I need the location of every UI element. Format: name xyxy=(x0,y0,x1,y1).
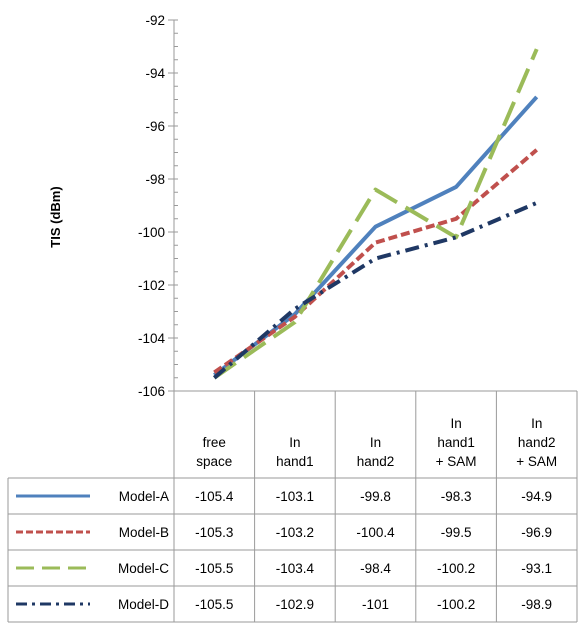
x-category-label: free xyxy=(203,435,226,450)
x-category-label: hand2 xyxy=(357,454,395,469)
y-tick-label: -104 xyxy=(138,331,166,346)
y-tick-label: -98 xyxy=(145,172,165,187)
y-axis: -92 -94 -96 -98 -100 -102 -104 -106 xyxy=(138,13,178,399)
table-cell-value: -96.9 xyxy=(521,525,552,540)
data-table: free space In hand1 In hand2 In hand1 + SAM In han… xyxy=(7,390,578,623)
table-cell-value: -100.4 xyxy=(356,525,395,540)
y-tick-label: -106 xyxy=(138,384,165,399)
y-tick-label: -96 xyxy=(145,119,165,134)
y-tick-label: -92 xyxy=(145,13,165,28)
table-cell-value: -101 xyxy=(362,597,389,612)
table-cell-value: -105.3 xyxy=(195,525,233,540)
x-category-label: hand2 xyxy=(518,435,556,450)
table-cell-value: -102.9 xyxy=(276,597,314,612)
x-category-label: In xyxy=(450,416,461,431)
series-line-model-c xyxy=(213,48,539,380)
table-cell-value: -105.5 xyxy=(195,561,233,576)
x-category-label: In xyxy=(370,435,381,450)
y-tick-label: -94 xyxy=(145,66,165,81)
x-category-label: + SAM xyxy=(516,454,557,469)
table-cell-value: -99.5 xyxy=(441,525,472,540)
x-category-label: hand1 xyxy=(276,454,314,469)
table-cell-value: -98.9 xyxy=(521,597,552,612)
x-category-label: hand1 xyxy=(437,435,475,450)
series-name-label: Model-C xyxy=(118,561,169,576)
table-cell-value: -100.2 xyxy=(437,561,475,576)
x-category-label: + SAM xyxy=(436,454,477,469)
y-axis-label: TIS (dBm) xyxy=(48,186,63,247)
table-cell-value: -99.8 xyxy=(360,489,391,504)
y-tick-label: -102 xyxy=(138,278,165,293)
series-line-model-a xyxy=(213,95,539,377)
table-cell-value: -103.1 xyxy=(276,489,314,504)
series-name-label: Model-B xyxy=(119,525,169,540)
series-lines xyxy=(213,48,539,380)
series-name-label: Model-D xyxy=(118,597,169,612)
table-cell-value: -103.2 xyxy=(276,525,314,540)
table-cell-value: -100.2 xyxy=(437,597,475,612)
table-cell-value: -105.5 xyxy=(195,597,233,612)
x-category-label: space xyxy=(196,454,232,469)
series-line-model-d xyxy=(213,201,538,380)
y-tick-label: -100 xyxy=(138,225,165,240)
x-category-label: In xyxy=(531,416,542,431)
table-cell-value: -105.4 xyxy=(195,489,234,504)
table-cell-value: -98.4 xyxy=(360,561,391,576)
series-line-model-b xyxy=(213,148,538,375)
x-category-label: In xyxy=(289,435,300,450)
table-cell-value: -94.9 xyxy=(521,489,552,504)
table-cell-value: -103.4 xyxy=(276,561,315,576)
series-name-label: Model-A xyxy=(119,489,169,504)
table-cell-value: -98.3 xyxy=(441,489,472,504)
table-cell-value: -93.1 xyxy=(521,561,552,576)
